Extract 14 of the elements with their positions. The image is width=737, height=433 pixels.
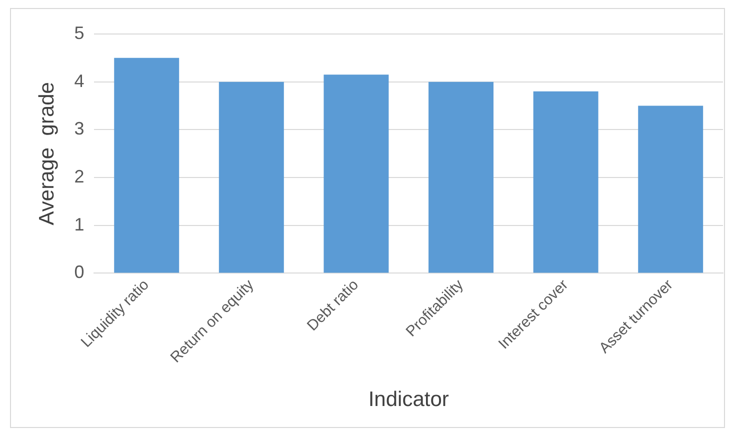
y-axis-title: Average grade xyxy=(35,82,58,226)
y-tick-label: 2 xyxy=(74,166,84,187)
bar xyxy=(428,82,494,273)
y-tick-label: 4 xyxy=(74,70,84,91)
bar xyxy=(218,82,284,273)
y-tick-label: 0 xyxy=(74,262,84,282)
y-tick-label: 1 xyxy=(74,214,84,234)
x-axis-title: Indicator xyxy=(368,388,449,412)
bar xyxy=(533,91,598,273)
bar xyxy=(114,58,180,273)
bar xyxy=(324,74,389,273)
y-tick-label: 5 xyxy=(74,22,84,43)
bar xyxy=(638,106,704,273)
y-tick-label: 3 xyxy=(74,118,84,139)
